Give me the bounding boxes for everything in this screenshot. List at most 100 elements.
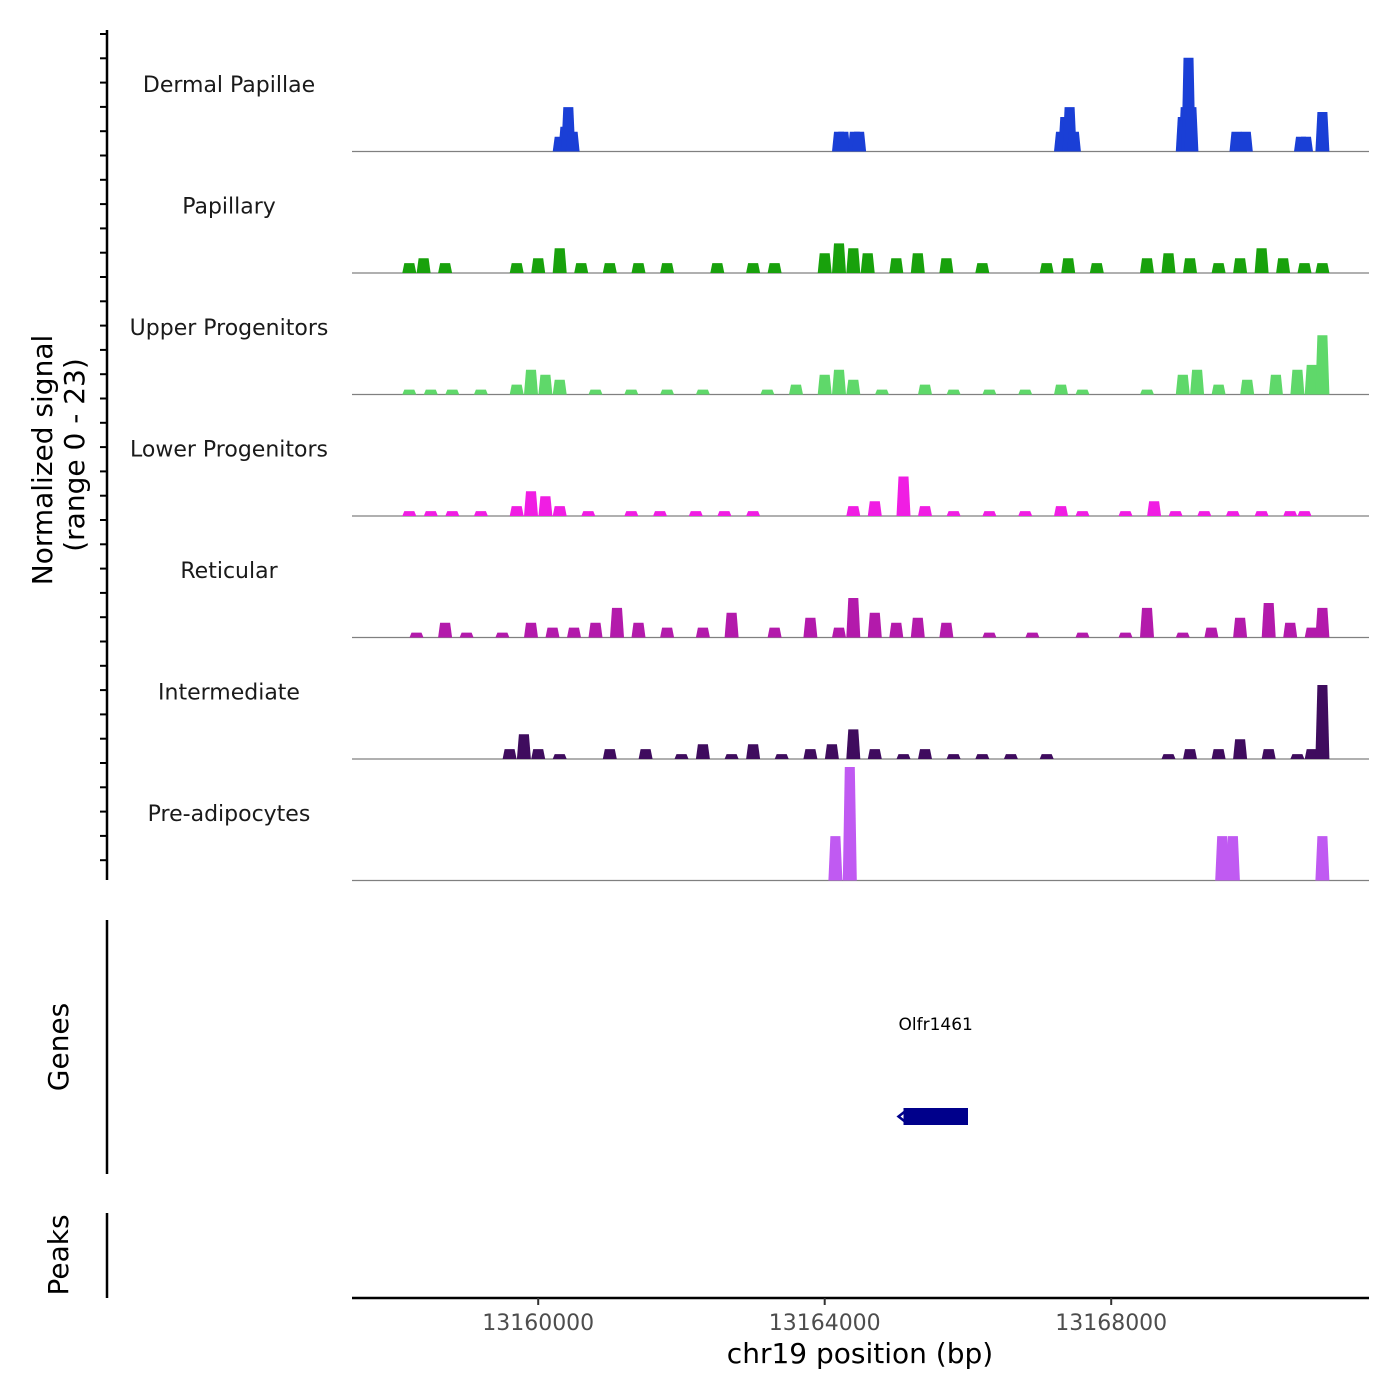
- track-label: Dermal Papillae: [143, 73, 315, 98]
- signal-peak: [946, 389, 961, 395]
- signal-peak: [1089, 263, 1104, 273]
- signal-peak: [624, 389, 639, 395]
- signal-peak: [423, 389, 438, 395]
- signal-peak: [416, 258, 431, 273]
- signal-peak: [402, 263, 417, 273]
- signal-peak: [896, 476, 911, 516]
- signal-peak: [588, 622, 603, 638]
- track-intermediate: Intermediate: [158, 681, 1369, 760]
- signal-peak: [767, 627, 782, 638]
- signal-peak: [1254, 511, 1269, 516]
- signal-peak: [846, 248, 861, 273]
- signal-peak: [409, 632, 424, 638]
- signal-peak: [1225, 836, 1240, 881]
- signal-peak: [1233, 617, 1248, 638]
- signal-peak: [803, 749, 818, 759]
- signal-peak: [695, 627, 710, 638]
- signal-peak: [660, 627, 675, 638]
- signal-peak: [1175, 632, 1190, 638]
- signal-peak: [1025, 632, 1040, 638]
- signal-peak: [495, 632, 510, 638]
- signal-peak: [975, 263, 990, 273]
- signal-peak: [1161, 754, 1176, 759]
- signal-peak: [1261, 749, 1276, 759]
- signal-peak: [1238, 131, 1253, 152]
- signal-peak: [746, 511, 761, 516]
- signal-peak: [1066, 131, 1081, 152]
- signal-peak: [1283, 622, 1298, 638]
- signal-peak: [1304, 749, 1319, 759]
- signal-peak: [695, 389, 710, 395]
- signal-peak: [695, 744, 710, 759]
- signal-peak: [1161, 253, 1176, 273]
- track-upper-progenitors: Upper Progenitors: [130, 316, 1369, 396]
- signal-peak: [1147, 501, 1162, 516]
- signal-peak: [896, 754, 911, 759]
- signal-peak: [1140, 607, 1154, 638]
- signal-peak: [402, 389, 417, 395]
- signal-peak: [565, 131, 580, 152]
- signal-peak: [875, 389, 889, 395]
- signal-peak: [1054, 384, 1068, 395]
- signal-peak: [724, 612, 739, 638]
- signal-peak: [1175, 374, 1190, 395]
- signal-peak: [1290, 369, 1305, 395]
- genes-track-title: Genes: [42, 1003, 75, 1091]
- signal-peak: [438, 263, 453, 273]
- signal-peak: [1061, 258, 1076, 273]
- signal-peak: [1118, 632, 1133, 638]
- signal-peak: [552, 379, 567, 395]
- signal-peak: [459, 632, 474, 638]
- signal-peak: [438, 622, 453, 638]
- signal-peak: [1184, 107, 1199, 152]
- track-dermal-papillae: Dermal Papillae: [143, 57, 1369, 153]
- track-lower-progenitors: Lower Progenitors: [130, 438, 1369, 517]
- signal-peak: [889, 622, 904, 638]
- signal-peak: [660, 263, 675, 273]
- signal-peak: [846, 729, 861, 759]
- signal-peak: [509, 263, 524, 273]
- signal-peak: [524, 491, 538, 516]
- signal-peak: [1299, 136, 1313, 152]
- signal-peak: [1233, 739, 1248, 759]
- signal-peak: [602, 749, 617, 759]
- track-pre-adipocytes: Pre-adipocytes: [148, 767, 1369, 882]
- gene-track: Olfr1461: [896, 1015, 973, 1125]
- x-tick-label: 13164000: [769, 1311, 881, 1336]
- signal-peak: [1211, 749, 1226, 759]
- signal-peak: [1211, 263, 1226, 273]
- signal-peak: [1190, 369, 1205, 395]
- signal-peak: [852, 131, 867, 152]
- signal-peak: [516, 734, 531, 759]
- signal-peak: [842, 767, 857, 881]
- signal-peak: [1283, 511, 1298, 516]
- signal-peak: [746, 744, 761, 759]
- signal-peak: [1297, 263, 1312, 273]
- x-tick-label: 13160000: [482, 1311, 594, 1336]
- signal-peak: [789, 384, 803, 395]
- signal-peak: [867, 612, 882, 638]
- signal-peak: [473, 511, 488, 516]
- signal-peak: [860, 253, 875, 273]
- signal-peak: [767, 263, 782, 273]
- signal-peak: [602, 263, 617, 273]
- signal-peak: [509, 384, 524, 395]
- signal-peak: [1315, 112, 1330, 152]
- signal-peak: [824, 744, 839, 759]
- signal-peak: [1315, 836, 1330, 881]
- y-axis-title-line2: (range 0 - 23): [58, 358, 91, 552]
- signal-peak: [473, 389, 488, 395]
- signal-peak: [1039, 263, 1054, 273]
- signal-peak: [867, 501, 882, 516]
- signal-peak: [588, 389, 603, 395]
- signal-peak: [509, 506, 524, 516]
- signal-peak: [1315, 607, 1330, 638]
- gene-label: Olfr1461: [899, 1015, 973, 1035]
- signal-peak: [724, 754, 739, 759]
- signal-peak: [423, 511, 438, 516]
- signal-peak: [1315, 263, 1330, 273]
- signal-peak: [946, 511, 961, 516]
- signal-peak: [836, 131, 851, 152]
- track-label: Reticular: [180, 559, 278, 584]
